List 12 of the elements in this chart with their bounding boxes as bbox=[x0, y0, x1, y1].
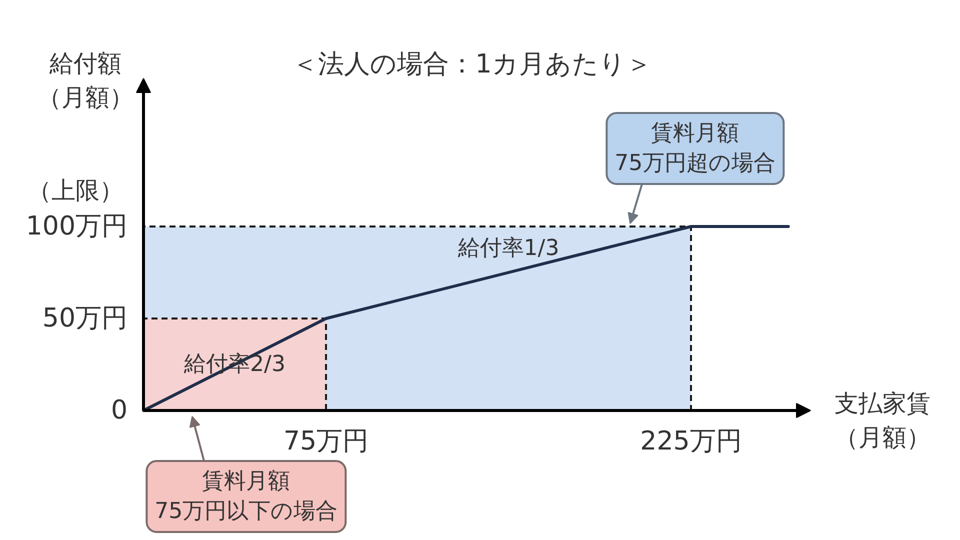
annotation: 賃料月額 75万円以下の場合 bbox=[154, 469, 338, 524]
annotation: 給付率1/3 bbox=[456, 236, 560, 261]
y-tick-label: 0 bbox=[110, 396, 128, 426]
annotation: 賃料月額 75万円超の場合 bbox=[614, 121, 776, 176]
y-tick-label: 50万円 bbox=[42, 304, 128, 334]
y-tick-label: 100万円 bbox=[26, 212, 128, 242]
chart-title: ＜法人の場合：1カ月あたり＞ bbox=[292, 50, 652, 80]
x-tick-label: 225万円 bbox=[640, 426, 742, 456]
x-tick-label: 75万円 bbox=[283, 426, 369, 456]
y-axis-title: 給付額（月額） bbox=[38, 50, 134, 112]
annotation: （上限） bbox=[28, 176, 124, 204]
x-axis-title: 支払家賃（月額） bbox=[834, 390, 930, 452]
